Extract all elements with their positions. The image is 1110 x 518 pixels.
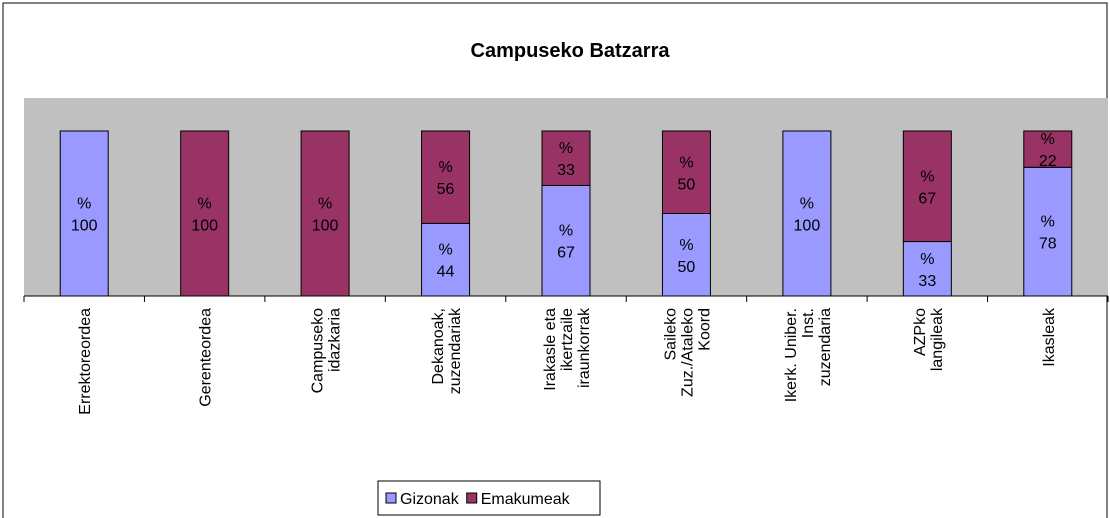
data-label: % 22 (1039, 131, 1057, 170)
bar-segment (300, 130, 350, 297)
x-tick-label: Campusekoidazkaria (310, 308, 344, 393)
bar-segment (180, 130, 230, 297)
bar-segment (541, 130, 591, 186)
bar-segment (902, 241, 952, 297)
data-label: % 33 (918, 251, 936, 290)
bar-segment (782, 130, 832, 297)
data-label: % 78 (1039, 214, 1057, 253)
legend-swatch (385, 492, 397, 504)
data-label: % 100 (191, 196, 218, 235)
bar-segment (59, 130, 109, 297)
x-tick-label: Gerenteordea (198, 308, 215, 407)
data-label: % 50 (678, 237, 696, 276)
data-label: % 56 (437, 159, 455, 198)
bar-segment (902, 130, 952, 243)
x-tick-label: Irakasle etaikertzaileiraunkorrak (542, 307, 593, 391)
x-tick-label: Ikerk. Uniber.Inst.zuzendaria (783, 308, 834, 402)
chart-title: Campuseko Batzarra (471, 40, 671, 62)
legend-swatch (466, 492, 478, 504)
bar-segment (1023, 130, 1073, 168)
bar-segment (1023, 166, 1073, 297)
x-tick-label: Errektoreordea (77, 308, 94, 415)
data-label: % 50 (678, 154, 696, 193)
data-label: % 100 (794, 196, 821, 235)
x-tick-label: Ikasleak (1041, 307, 1058, 367)
data-label: % 100 (312, 196, 339, 235)
legend-label: Emakumeak (481, 491, 571, 508)
x-tick-label: SailekoZuz./AtalekoKoord (662, 308, 713, 397)
bar-segment (661, 213, 711, 297)
data-label: % 44 (437, 242, 455, 281)
data-label: % 67 (557, 223, 575, 262)
legend-label: Gizonak (400, 491, 460, 508)
bar-segment (661, 130, 711, 214)
data-label: % 100 (71, 196, 98, 235)
data-label: % 33 (557, 140, 575, 179)
legend-box (377, 480, 601, 516)
x-tick-label: Dekanoak,zuzendariak (430, 307, 464, 394)
x-tick-label: AZPkolangileak (912, 307, 946, 371)
bar-segment (421, 130, 471, 224)
bar-segment (541, 184, 591, 297)
data-label: % 67 (918, 168, 936, 207)
bar-segment (421, 222, 471, 297)
